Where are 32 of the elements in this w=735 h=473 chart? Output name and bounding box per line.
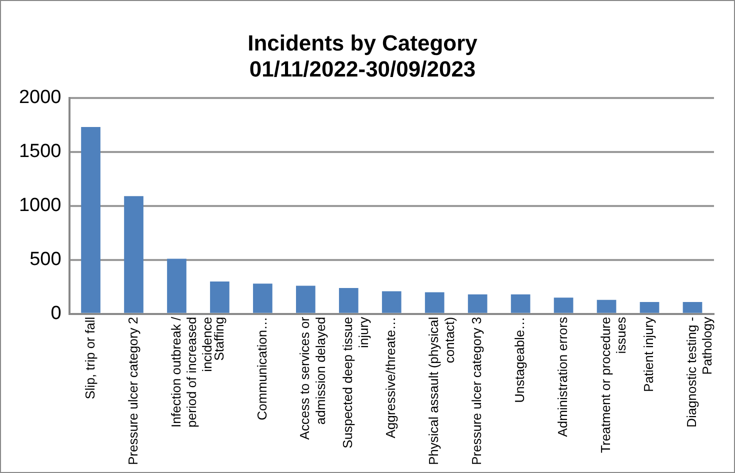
bar bbox=[81, 126, 100, 313]
bar bbox=[640, 302, 660, 313]
bar bbox=[596, 300, 616, 313]
y-tick-label: 1000 bbox=[18, 195, 62, 216]
chart-title: Incidents by Category 01/11/2022-30/09/2023 bbox=[248, 30, 478, 82]
y-tick-label: 500 bbox=[30, 249, 62, 270]
x-tick-label: Communication… bbox=[254, 316, 270, 420]
bar bbox=[468, 294, 488, 313]
x-tick-label: Pressure ulcer category 2 bbox=[125, 316, 140, 465]
bar bbox=[338, 288, 358, 313]
x-tick-label: Diagnostic testing - Pathology bbox=[684, 316, 715, 428]
x-tick-label: Treatment or procedure issues bbox=[598, 316, 629, 453]
bar bbox=[296, 286, 316, 313]
x-tick-label: Patient injury bbox=[641, 316, 656, 392]
bar bbox=[510, 294, 530, 313]
bar bbox=[124, 196, 144, 313]
x-tick-label: Unstageable… bbox=[512, 316, 528, 403]
y-tick-label: 1500 bbox=[18, 141, 62, 162]
x-tick-label: Pressure ulcer category 3 bbox=[469, 316, 484, 465]
bar bbox=[167, 258, 186, 313]
y-tick-label: 2000 bbox=[18, 87, 62, 108]
bar bbox=[210, 281, 230, 313]
y-tick-label: 0 bbox=[50, 303, 62, 324]
bar bbox=[382, 291, 402, 313]
bar bbox=[424, 292, 444, 313]
bar bbox=[682, 302, 702, 313]
x-tick-label: Physical assault (physical contact) bbox=[426, 316, 457, 465]
bar bbox=[253, 284, 272, 313]
bar bbox=[554, 298, 574, 313]
x-tick-label: Slip, trip or fall bbox=[82, 316, 98, 400]
x-tick-label: Aggressive/threate… bbox=[383, 316, 398, 438]
x-tick-label: Administration errors bbox=[555, 316, 570, 437]
